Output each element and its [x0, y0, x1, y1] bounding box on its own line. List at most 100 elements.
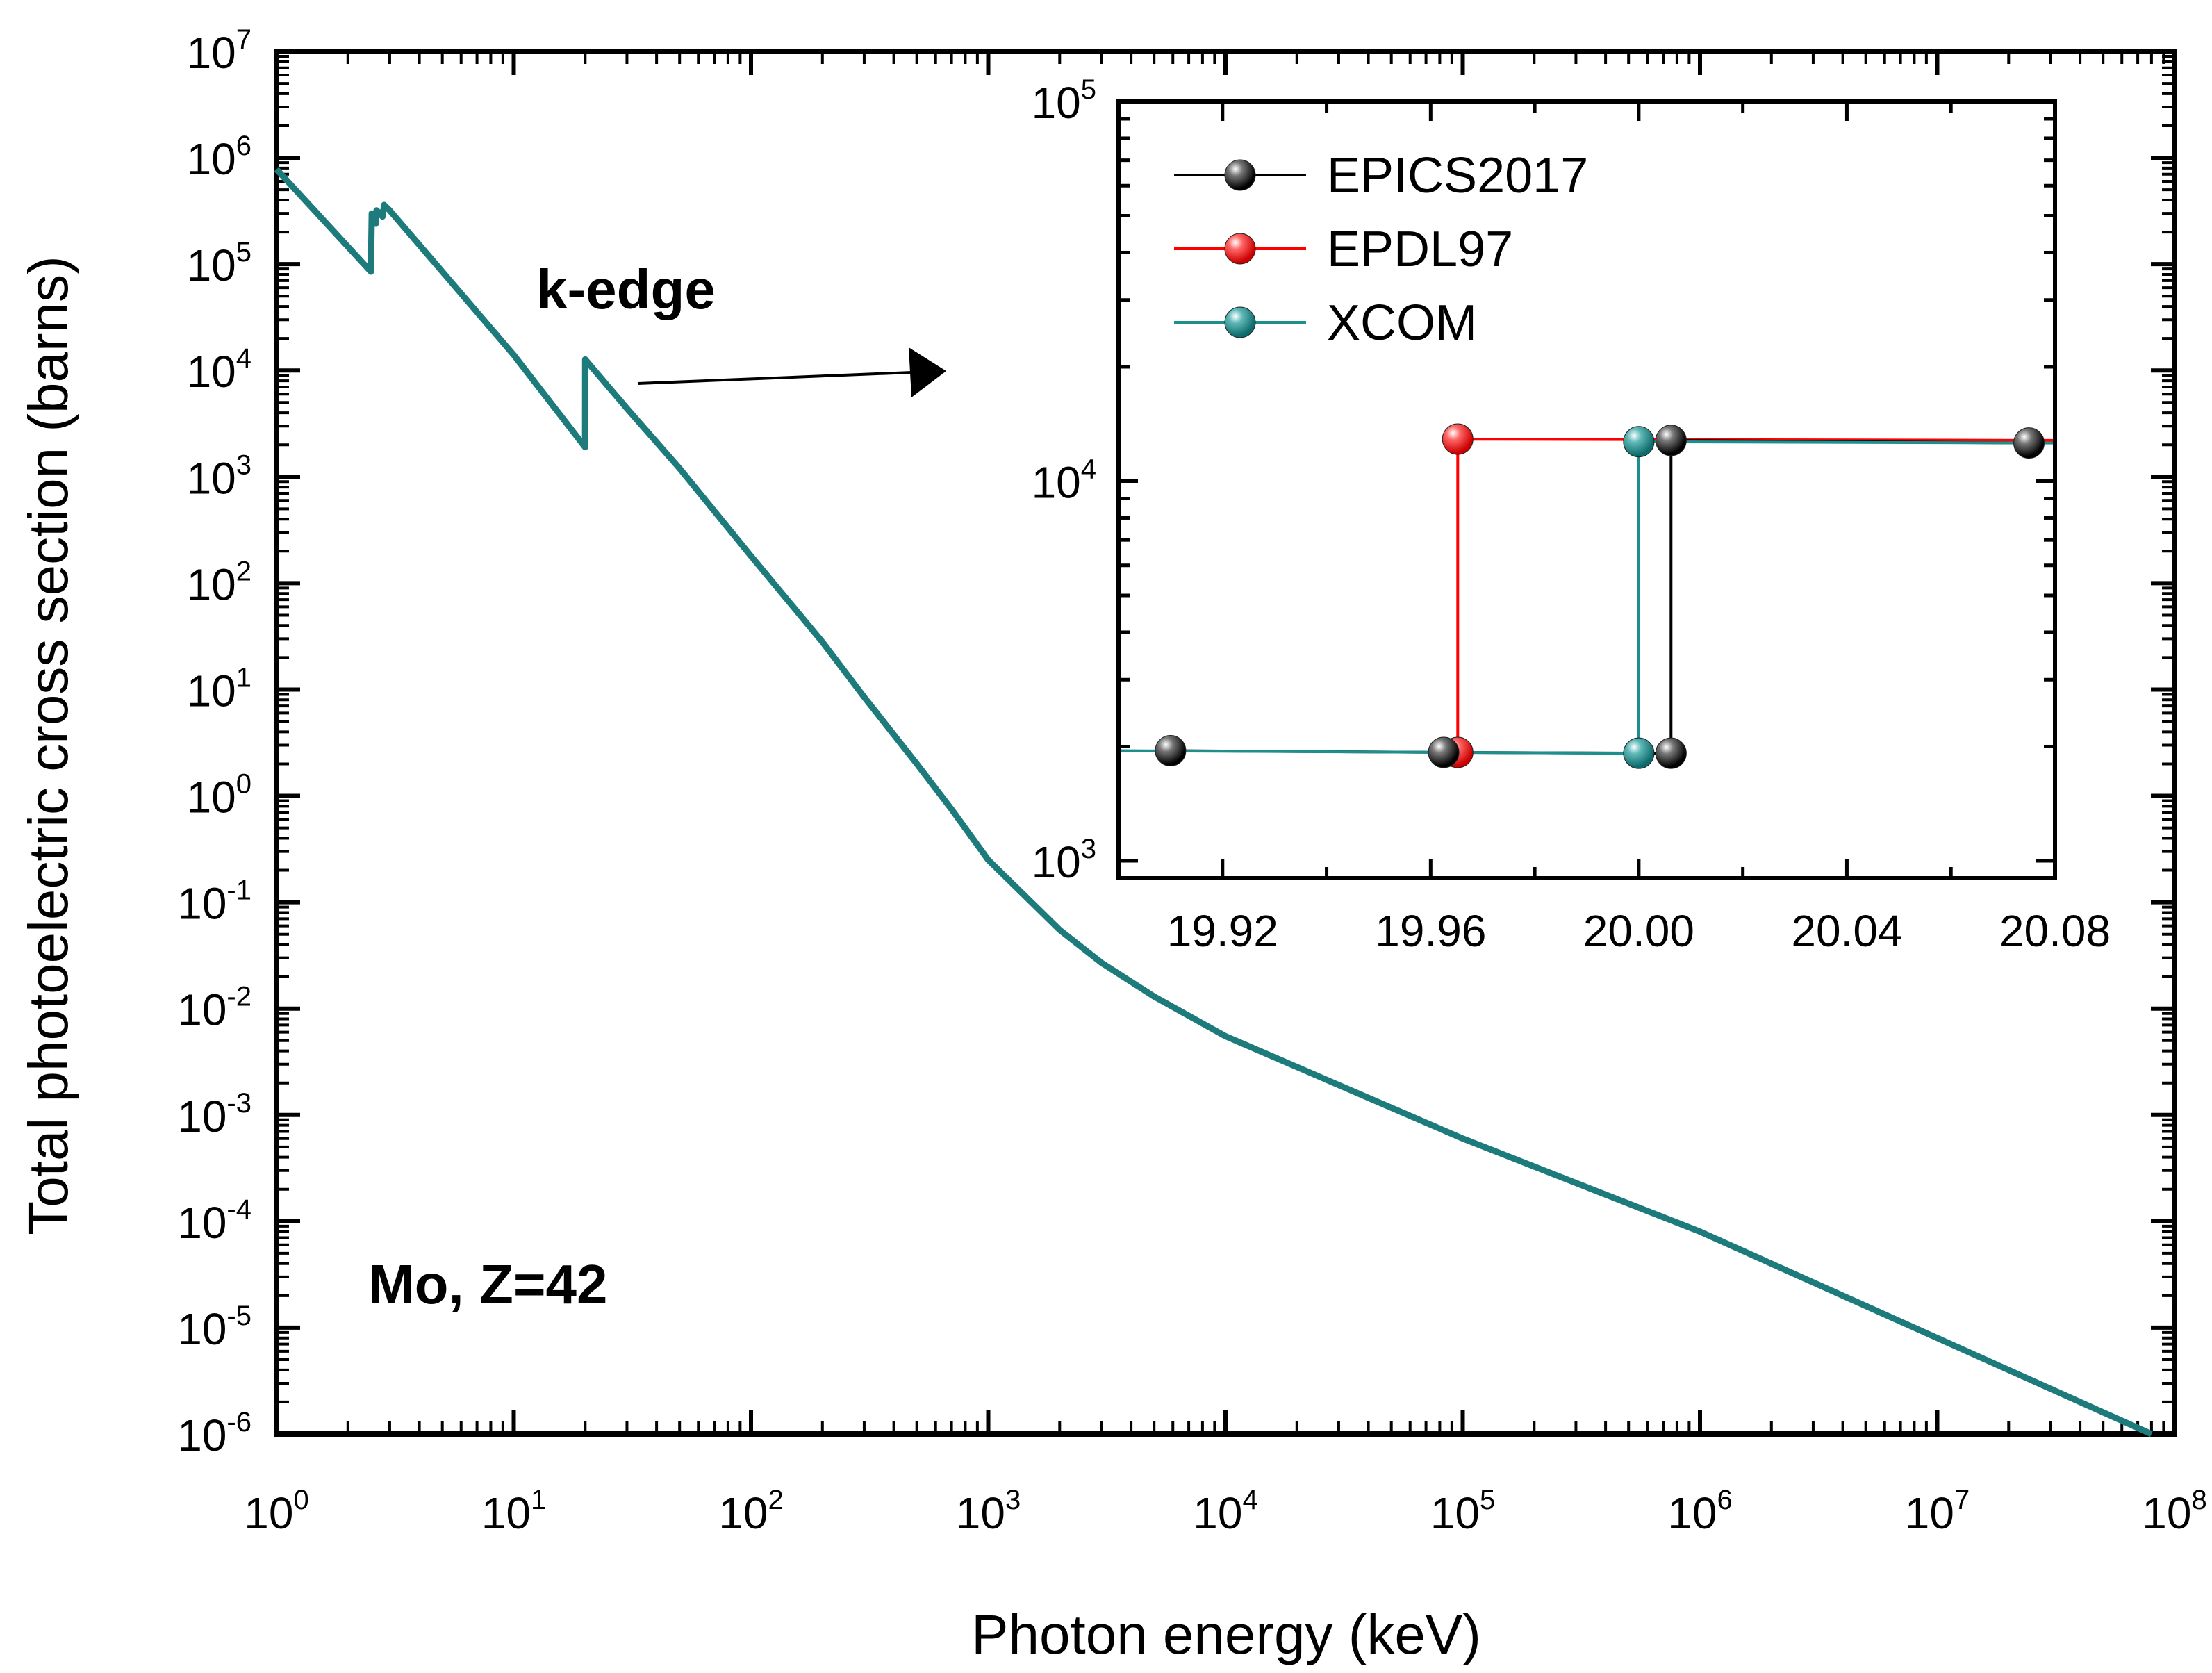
inset-x-tick-label: 19.92 [1167, 906, 1278, 956]
x-tick-label: 105 [1430, 1485, 1495, 1538]
y-tick-label-exponent: 3 [236, 450, 251, 480]
inset-point-xcom [1623, 737, 1655, 769]
x-tick-label: 106 [1667, 1485, 1732, 1538]
y-tick-label: 102 [187, 556, 251, 609]
y-tick-label-base: 10 [177, 1091, 226, 1142]
x-tick-label-exponent: 7 [1954, 1485, 1970, 1515]
y-tick-label-exponent: -3 [226, 1088, 251, 1119]
inset-point-xcom [1623, 426, 1655, 458]
y-tick-label-base: 10 [187, 134, 236, 184]
y-tick-label-base: 10 [187, 28, 236, 78]
y-tick-label: 100 [187, 769, 251, 823]
legend-marker-epics2017 [1224, 159, 1256, 191]
main-x-tick-labels: 100 101 102 103 104 105 106 107 108 [244, 1485, 2206, 1538]
x-tick-label-exponent: 5 [1480, 1485, 1495, 1515]
y-tick-label-exponent: 5 [236, 237, 251, 267]
y-tick-label-base: 10 [177, 1304, 226, 1354]
y-tick-label-exponent: -2 [226, 982, 251, 1012]
legend-label-epics2017: EPICS2017 [1327, 148, 1588, 204]
y-tick-label: 104 [187, 343, 251, 397]
y-tick-label-base: 10 [177, 1198, 226, 1248]
inset-y-tick-label: 105 [1032, 74, 1096, 128]
y-tick-label: 101 [187, 662, 251, 716]
x-tick-label-base: 10 [481, 1488, 531, 1538]
x-tick-label-base: 10 [1667, 1488, 1717, 1538]
y-tick-label: 107 [187, 24, 251, 78]
inset-x-tick-label: 20.00 [1583, 906, 1694, 956]
inset-series-line-xcom [1118, 440, 2056, 755]
x-tick-label: 108 [2142, 1485, 2206, 1538]
inset-point-epics2017 [1428, 736, 1460, 768]
inset-x-tick-label: 19.96 [1375, 906, 1486, 956]
main-series-line [274, 167, 2153, 1437]
inset-legend: EPICS2017 EPDL97 XCOM [1174, 148, 1588, 351]
inset-series-group [1118, 423, 2056, 769]
x-tick-label-base: 10 [244, 1488, 293, 1538]
y-tick-label-exponent: 2 [236, 556, 251, 586]
y-tick-label-base: 10 [187, 240, 236, 290]
legend-marker-xcom [1224, 306, 1256, 338]
y-tick-label-base: 10 [187, 453, 236, 503]
y-tick-label-exponent: 6 [236, 131, 251, 161]
inset-y-tick-label-base: 10 [1032, 78, 1081, 128]
main-plot: 100 101 102 103 104 105 106 107 108 10-610-510-4… [17, 24, 2207, 1665]
y-tick-label: 103 [187, 450, 251, 503]
x-tick-label: 107 [1905, 1485, 1970, 1538]
inset-y-tick-label: 104 [1032, 454, 1096, 507]
element-annotation: Mo, Z=42 [368, 1253, 608, 1315]
x-tick-label-exponent: 0 [293, 1485, 308, 1515]
main-y-tick-labels: 10-610-510-410-310-210-11001011021031041… [177, 24, 251, 1460]
y-tick-label-exponent: -6 [226, 1407, 251, 1437]
inset-y-tick-label-base: 10 [1032, 457, 1081, 507]
y-tick-label: 106 [187, 131, 251, 184]
y-tick-label-exponent: 7 [236, 24, 251, 55]
inset-plot-frame [1116, 99, 2057, 880]
x-tick-label-base: 10 [1905, 1488, 1954, 1538]
inset-point-epics2017 [2013, 427, 2045, 459]
inset-x-tick-label: 20.04 [1791, 906, 1902, 956]
y-tick-label-base: 10 [177, 1410, 226, 1460]
x-tick-label-base: 10 [1193, 1488, 1242, 1538]
y-tick-label: 10-4 [177, 1194, 251, 1248]
x-tick-label-base: 10 [1430, 1488, 1480, 1538]
k-edge-annotation: k-edge [536, 258, 716, 320]
y-tick-label: 10-3 [177, 1088, 251, 1142]
legend-label-epdl97: EPDL97 [1327, 222, 1513, 277]
x-tick-label-base: 10 [2142, 1488, 2191, 1538]
inset-y-tick-label: 103 [1032, 834, 1096, 887]
y-tick-label: 10-6 [177, 1407, 251, 1460]
x-tick-label: 100 [244, 1485, 308, 1538]
inset-point-epdl97 [1442, 423, 1474, 455]
inset-point-epics2017 [1655, 737, 1687, 769]
k-edge-arrow-head [909, 347, 946, 397]
y-tick-label: 10-5 [177, 1301, 251, 1354]
inset-y-tick-label-exponent: 5 [1081, 74, 1096, 105]
legend-marker-epdl97 [1224, 233, 1256, 265]
x-tick-label: 101 [481, 1485, 546, 1538]
x-tick-label-exponent: 2 [768, 1485, 783, 1515]
y-tick-label: 105 [187, 237, 251, 290]
y-tick-label-exponent: -1 [226, 875, 251, 906]
x-tick-label-base: 10 [718, 1488, 768, 1538]
y-tick-label-base: 10 [187, 347, 236, 397]
x-tick-label-exponent: 8 [2191, 1485, 2206, 1515]
y-tick-label: 10-1 [177, 875, 251, 929]
y-tick-label-exponent: 1 [236, 662, 251, 693]
y-tick-label-base: 10 [177, 985, 226, 1035]
y-tick-label-exponent: -5 [226, 1301, 251, 1331]
x-tick-label: 104 [1193, 1485, 1257, 1538]
inset-y-tick-label-exponent: 3 [1081, 834, 1096, 864]
y-tick-label-base: 10 [187, 666, 236, 716]
inset-y-tick-label-exponent: 4 [1081, 454, 1096, 484]
y-tick-label-base: 10 [187, 559, 236, 609]
inset-y-tick-label-base: 10 [1032, 837, 1081, 887]
y-tick-label-exponent: 4 [236, 343, 251, 374]
x-tick-label: 102 [718, 1485, 783, 1538]
x-tick-label-exponent: 3 [1005, 1485, 1021, 1515]
y-axis-title: Total photoelectric cross section (barns… [17, 256, 79, 1235]
inset-x-tick-labels: 19.92 19.96 20.00 20.04 20.08 [1167, 906, 2111, 956]
y-tick-label: 10-2 [177, 982, 251, 1035]
